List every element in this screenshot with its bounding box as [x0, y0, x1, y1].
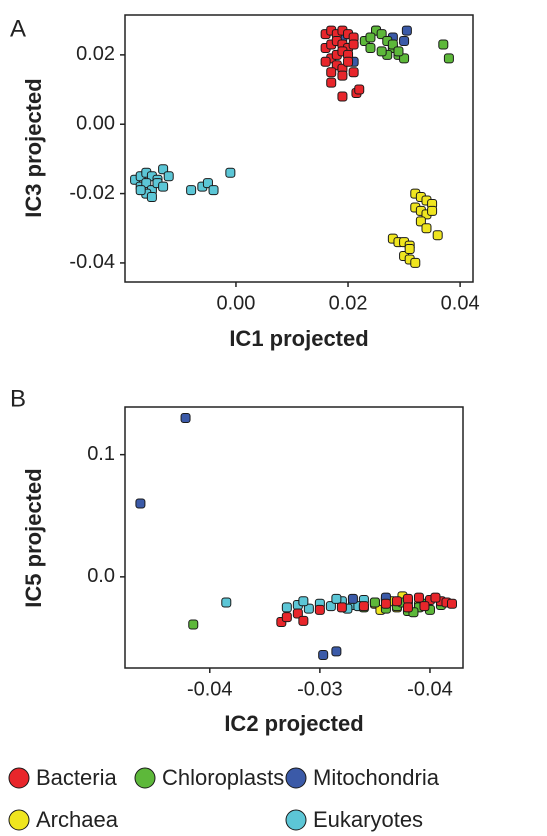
point [292, 608, 303, 619]
point [380, 598, 391, 609]
point [443, 53, 454, 64]
point [186, 185, 197, 196]
point [146, 192, 157, 203]
point [326, 77, 337, 88]
x-tick-label: -0.04 [407, 678, 453, 700]
x-axis-label: IC1 projected [229, 326, 368, 351]
point [348, 67, 359, 78]
panel-label: A [10, 15, 26, 42]
x-axis-label: IC2 projected [224, 711, 363, 736]
point [432, 230, 443, 241]
point [208, 185, 219, 196]
point [358, 601, 369, 612]
point [402, 602, 413, 613]
point [314, 604, 325, 615]
point [336, 602, 347, 613]
point [413, 592, 424, 603]
point [303, 603, 314, 614]
plot-frame [124, 14, 474, 283]
y-tick-label: -0.04 [69, 251, 115, 273]
legend-label: Chloroplasts [162, 765, 284, 790]
y-axis-label: IC5 projected [21, 468, 46, 607]
y-tick-label: 0.02 [76, 43, 115, 65]
point [281, 602, 292, 613]
y-tick-label: 0.0 [87, 565, 115, 587]
point [404, 244, 415, 255]
x-tick-label: 0.00 [216, 292, 255, 314]
point [365, 32, 376, 43]
y-tick-label: 0.1 [87, 443, 115, 465]
point [430, 592, 441, 603]
x-tick-label: 0.02 [329, 292, 368, 314]
point [221, 597, 232, 608]
point [446, 598, 457, 609]
legend-label: Bacteria [36, 765, 117, 790]
y-tick-label: 0.00 [76, 113, 115, 135]
point [438, 39, 449, 50]
legend-swatch [8, 809, 30, 831]
point [163, 171, 174, 182]
legend-label: Archaea [36, 807, 119, 832]
point [376, 46, 387, 57]
point [135, 185, 146, 196]
point [326, 67, 337, 78]
point [419, 601, 430, 612]
point [337, 70, 348, 81]
point [410, 257, 421, 268]
point [337, 91, 348, 102]
point [401, 25, 412, 36]
point [298, 615, 309, 626]
x-tick-label: 0.04 [441, 292, 480, 314]
legend-label: Eukaryotes [313, 807, 423, 832]
point [393, 46, 404, 57]
point [402, 593, 413, 604]
point [343, 56, 354, 67]
point [158, 181, 169, 192]
x-tick-label: -0.04 [187, 678, 233, 700]
point [188, 619, 199, 630]
legend-label: Mitochondria [313, 765, 440, 790]
point [281, 612, 292, 623]
point [331, 593, 342, 604]
point [347, 593, 358, 604]
y-axis-label: IC3 projected [21, 78, 46, 217]
legend-swatch [134, 767, 156, 789]
legend-swatch [8, 767, 30, 789]
plot-frame [124, 406, 464, 669]
point [180, 412, 191, 423]
point [391, 596, 402, 607]
legend-swatch [285, 809, 307, 831]
point [365, 42, 376, 53]
point [354, 84, 365, 95]
y-tick-label: -0.02 [69, 182, 115, 204]
point [369, 597, 380, 608]
point [320, 56, 331, 67]
point [331, 646, 342, 657]
point [225, 167, 236, 178]
panel-label: B [10, 385, 26, 412]
x-tick-label: -0.03 [297, 678, 343, 700]
point [325, 601, 336, 612]
point [421, 223, 432, 234]
point [427, 205, 438, 216]
point [348, 39, 359, 50]
point [298, 596, 309, 607]
point [135, 498, 146, 509]
legend-swatch [285, 767, 307, 789]
point [399, 36, 410, 47]
point [318, 650, 329, 661]
